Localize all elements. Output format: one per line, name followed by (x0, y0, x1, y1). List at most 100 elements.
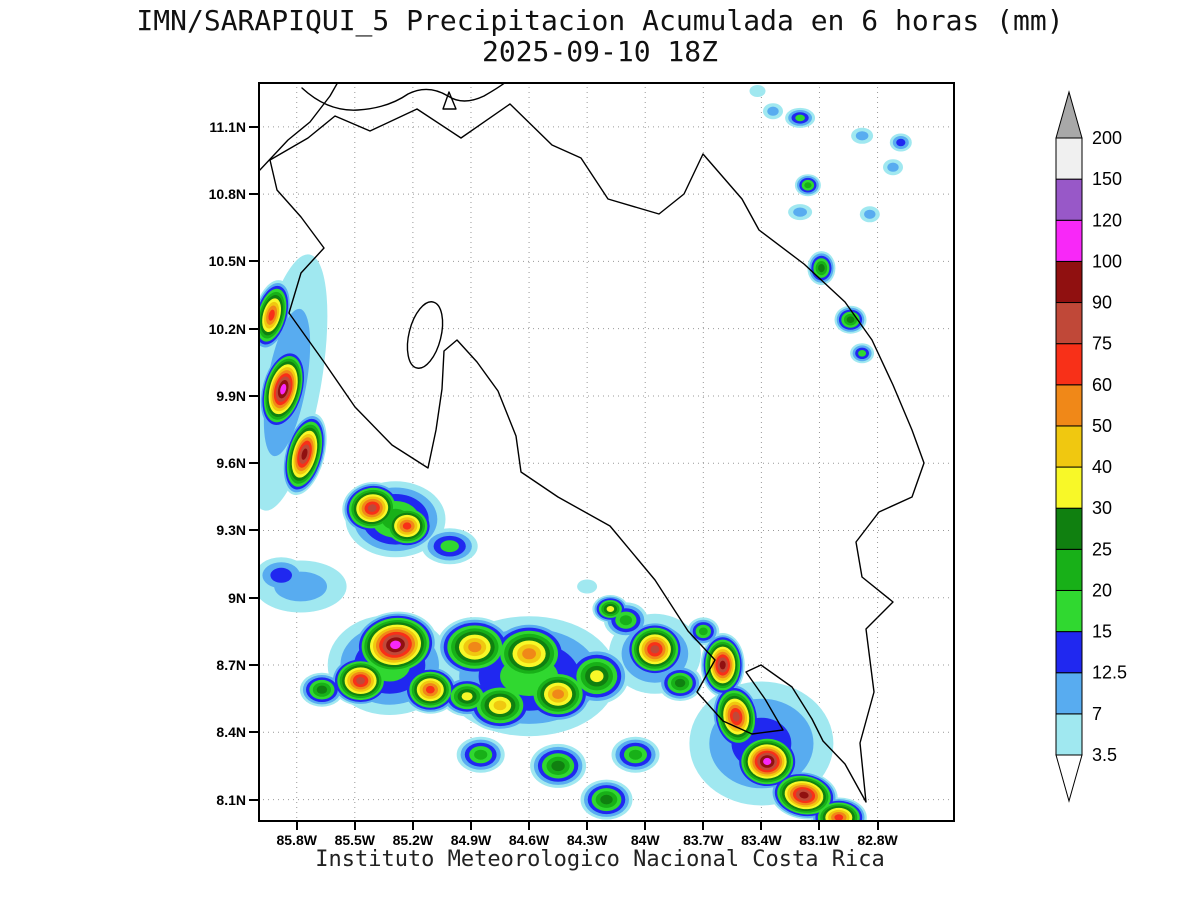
colorbar-segment (1055, 713, 1083, 756)
lon-tick-mark (818, 822, 821, 830)
precip-contour (719, 660, 726, 670)
precip-contour (468, 641, 482, 653)
lat-tick-label: 10.2N (208, 320, 246, 337)
precip-contour (628, 749, 643, 760)
lon-tick-label: 84.6W (508, 832, 550, 848)
lon-tick-mark (411, 822, 414, 830)
lat-tick-mark (249, 260, 258, 263)
colorbar-level-label: 120 (1092, 210, 1122, 230)
latitude-axis: 11.1N 10.8N 10.5N 10.2N 9.9N 9.6N 9.3N 9N 8.7N 8.… (168, 82, 246, 822)
colorbar-level-label: 40 (1092, 457, 1112, 477)
precip-contour (425, 685, 435, 694)
nicaragua-coastline (257, 81, 339, 173)
precip-contour (650, 645, 660, 654)
colorbar-below-arrow (1055, 754, 1083, 803)
colorbar-level-label: 15 (1092, 622, 1112, 642)
lon-tick-label: 85.8W (276, 832, 317, 848)
colorbar-segment (1055, 384, 1083, 427)
precip-contour (793, 207, 807, 217)
precip-contour (698, 627, 708, 636)
lon-tick-mark (644, 822, 647, 830)
precip-contour (301, 448, 308, 460)
lat-tick-mark (249, 125, 258, 128)
precip-contour (855, 131, 869, 141)
precip-contour (818, 264, 825, 273)
lon-tick-mark (876, 822, 879, 830)
colorbar-level-label: 60 (1092, 375, 1112, 395)
coastline-layer (257, 81, 955, 822)
lat-tick-mark (249, 596, 258, 599)
colorbar-segment (1055, 425, 1083, 468)
lat-tick-mark (249, 394, 258, 397)
lat-tick-mark (249, 664, 258, 667)
precip-contour (402, 522, 412, 530)
lon-tick-mark (469, 822, 472, 830)
colorbar-segment (1055, 507, 1083, 550)
colorbar-segment (1055, 631, 1083, 674)
precip-contour (864, 209, 876, 219)
map-frame (246, 81, 955, 838)
lat-tick-mark (249, 193, 258, 196)
precip-contour (887, 162, 899, 172)
lat-tick-mark (249, 731, 258, 734)
colorbar-level-label: 12.5 (1092, 663, 1127, 683)
precip-contour (552, 689, 564, 699)
longitude-axis: 85.8W 85.5W 85.2W 84.9W 84.6W 84.3W 84W 83.7W 83… (258, 824, 955, 852)
lon-tick-mark (353, 822, 356, 830)
lon-tick-label: 84.9W (450, 832, 492, 848)
precip-contour (606, 606, 615, 612)
plot-title: IMN/SARAPIQUI_5 Precipitacion Acumulada … (136, 4, 1064, 37)
precip-contour (858, 350, 867, 357)
lat-tick-mark (249, 798, 258, 801)
precip-contour (551, 760, 565, 772)
colorbar-segment (1055, 466, 1083, 509)
precip-contour (795, 114, 805, 122)
precip-contour (590, 670, 604, 683)
precip-contour (674, 678, 686, 688)
lat-tick-label: 9.9N (216, 387, 246, 404)
lat-tick-label: 8.7N (216, 657, 246, 674)
precip-contour (280, 383, 287, 395)
colorbar-level-label: 25 (1092, 539, 1112, 559)
lake-nicaragua-shore (301, 81, 507, 111)
lon-tick-label: 83.7W (683, 832, 724, 848)
colorbar-level-label: 7 (1092, 704, 1102, 724)
map-border (258, 82, 955, 822)
precip-contour (767, 106, 779, 116)
colorbar-level-label: 100 (1092, 251, 1122, 271)
colorbar-segment (1055, 548, 1083, 591)
precip-contour (522, 648, 536, 660)
nicoya-estuary-island (406, 301, 444, 369)
precip-contour (440, 540, 459, 553)
colorbar-above-arrow (1055, 90, 1083, 139)
colorbar-segment (1055, 672, 1083, 715)
precip-contour (390, 640, 401, 650)
lon-tick-label: 84.3W (566, 832, 608, 848)
lat-tick-label: 9.3N (216, 522, 246, 539)
colorbar: 3.5 7 12.5 15 20 25 30 40 50 60 75 90 100 120 150 200 (1055, 90, 1127, 803)
lat-tick-label: 9.6N (216, 455, 246, 472)
lon-tick-label: 84W (630, 832, 660, 848)
lon-tick-mark (760, 822, 763, 830)
precip-contour (367, 504, 377, 512)
colorbar-level-label: 200 (1092, 128, 1122, 148)
colorbar-segment (1055, 343, 1083, 386)
lat-tick-label: 10.8N (208, 186, 246, 203)
precipitation-layer (246, 85, 912, 838)
colorbar-segment (1055, 260, 1083, 304)
precip-contour (461, 692, 473, 701)
colorbar-level-label: 3.5 (1092, 745, 1117, 765)
precip-contour (749, 85, 766, 97)
precip-contour (804, 182, 812, 189)
colorbar-level-label: 50 (1092, 416, 1112, 436)
lat-tick-label: 8.1N (216, 791, 246, 808)
lake-island (442, 91, 457, 110)
colorbar-segment (1055, 178, 1083, 221)
precip-contour (799, 791, 809, 799)
colorbar-level-label: 20 (1092, 581, 1112, 601)
colorbar-level-label: 30 (1092, 498, 1112, 518)
precip-contour (896, 138, 906, 147)
lat-tick-mark (249, 327, 258, 330)
precip-contour (600, 794, 613, 805)
lat-tick-label: 9N (228, 589, 246, 606)
